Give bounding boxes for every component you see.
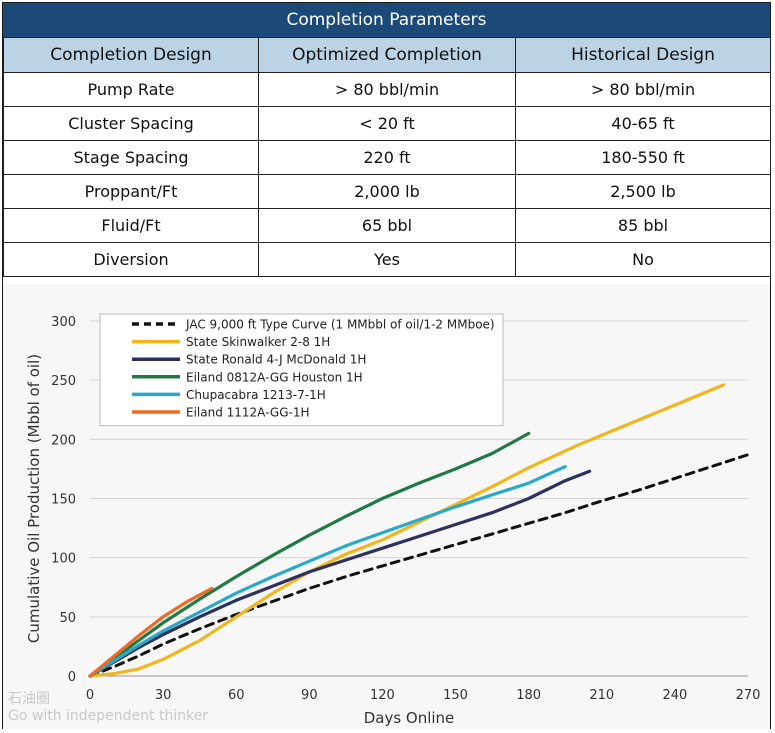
y-tick-label: 250 [51,374,76,389]
chart-panel: 0 50 100 150 200 250 300 0 30 60 90 120 150 180 210 240… [3,284,770,729]
x-tick-label: 30 [155,688,172,703]
table-cell: 85 bbl [515,208,771,243]
x-tick-label: 90 [301,688,318,703]
x-tick-label: 210 [589,688,614,703]
legend-label: State Skinwalker 2-8 1H [186,335,330,349]
table-cell: No [515,242,771,277]
x-tick-label: 270 [736,688,761,703]
y-tick-label: 200 [51,433,76,448]
table-cell: 2,500 lb [515,174,771,209]
table-cell: < 20 ft [258,106,516,141]
table-cell: Yes [258,242,516,277]
table-cell: 2,000 lb [258,174,516,209]
series-line [88,586,214,678]
series-line [88,469,592,678]
table-header-row: Completion Design Optimized Completion H… [3,37,771,73]
series-line [88,453,750,678]
watermark-tagline: Go with independent thinker [8,708,209,724]
x-tick-label: 120 [370,688,395,703]
y-tick-label: 300 [51,315,76,330]
series-line [88,383,726,678]
table-cell: 65 bbl [258,208,516,243]
table-row: Proppant/Ft 2,000 lb 2,500 lb [3,174,771,209]
table-cell: Fluid/Ft [3,208,259,243]
y-axis-title: Cumulative Oil Production (Mbbl of oil) [25,354,43,643]
watermark: 石油圈 Go with independent thinker [8,688,208,724]
table-cell: 220 ft [258,140,516,175]
y-tick-label: 150 [51,493,76,508]
x-tick-label: 180 [516,688,541,703]
legend-label: Chupacabra 1213-7-1H [186,388,326,402]
table-cell: Proppant/Ft [3,174,259,209]
table-cell: > 80 bbl/min [515,72,771,107]
table-cell: 180-550 ft [515,140,771,175]
completion-parameters-table: Completion Design Optimized Completion H… [3,37,771,277]
x-axis-title: Days Online [364,709,455,727]
series-line [88,431,531,678]
table-cell: Diversion [3,242,259,277]
table-title: Completion Parameters [3,3,770,37]
legend-box [99,313,504,427]
column-header: Completion Design [3,37,259,73]
table-row: Stage Spacing 220 ft 180-550 ft [3,140,771,175]
table-cell: Stage Spacing [3,140,259,175]
x-tick-label: 60 [228,688,245,703]
table-row: Diversion Yes No [3,242,771,277]
table-row: Pump Rate > 80 bbl/min > 80 bbl/min [3,72,771,107]
legend-label: JAC 9,000 ft Type Curve (1 MMbbl of oil/… [185,318,495,332]
table-row: Cluster Spacing < 20 ft 40-65 ft [3,106,771,141]
x-tick-label: 0 [86,688,94,703]
table-cell: Pump Rate [3,72,259,107]
legend-label: Eiland 0812A-GG Houston 1H [186,370,363,384]
column-header: Historical Design [515,37,771,73]
y-tick-label: 0 [68,670,76,685]
x-tick-label: 240 [662,688,687,703]
table-row: Fluid/Ft 65 bbl 85 bbl [3,208,771,243]
x-tick-label: 150 [443,688,468,703]
y-tick-label: 50 [59,611,76,626]
column-header: Optimized Completion [258,37,516,73]
y-tick-label: 100 [51,552,76,567]
table-cell: Cluster Spacing [3,106,259,141]
legend-label: State Ronald 4-J McDonald 1H [186,353,366,367]
table-cell: > 80 bbl/min [258,72,516,107]
series-line [88,465,567,678]
legend-label: Eiland 1112A-GG-1H [186,406,309,420]
watermark-brand: 石油圈 [8,691,50,707]
table-cell: 40-65 ft [515,106,771,141]
production-chart: 0 50 100 150 200 250 300 0 30 60 90 120 150 180 210 240… [25,313,761,727]
